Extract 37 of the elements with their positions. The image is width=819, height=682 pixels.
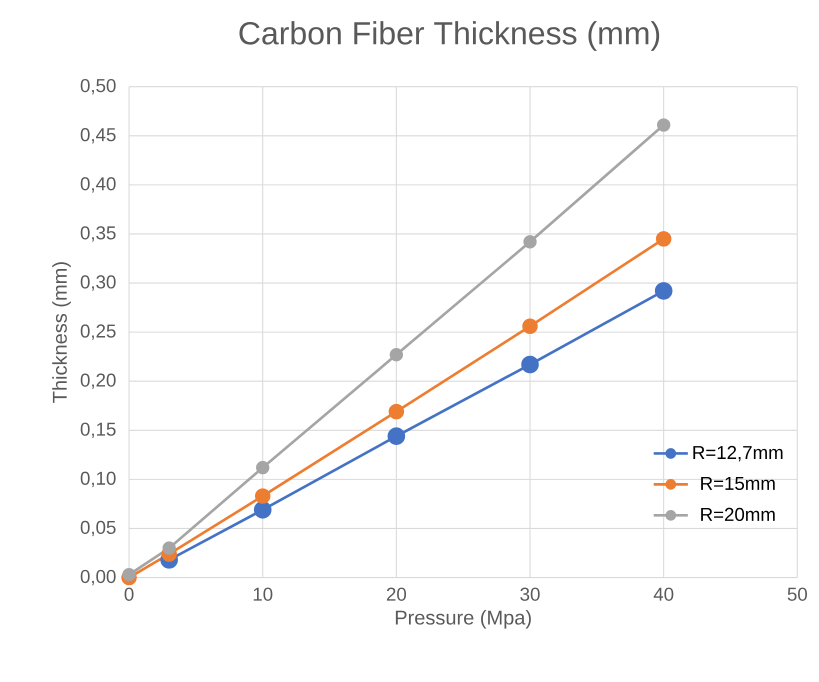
x-axis-title: Pressure (Mpa) (396, 610, 531, 629)
point (254, 488, 270, 504)
y-tick-label: 0,35 (80, 226, 116, 242)
point (521, 356, 539, 374)
point (256, 461, 270, 474)
x-tick-label: 30 (520, 588, 540, 602)
point (122, 568, 136, 582)
point (657, 118, 670, 132)
y-tick-label: 0,00 (80, 570, 116, 586)
x-tick-label: 50 (788, 588, 807, 602)
chart-title: Carbon Fiber Thickness (mm) (239, 21, 660, 52)
legend-label: R=20mm (701, 508, 775, 522)
point (522, 318, 538, 334)
point (388, 428, 406, 446)
y-tick-label: 0,05 (80, 520, 116, 536)
y-tick-label: 0,25 (80, 324, 116, 340)
point (388, 404, 404, 420)
x-tick-label: 0 (124, 588, 134, 602)
x-tick-label: 40 (654, 588, 674, 602)
legend-label: R=12,7mm (693, 446, 782, 462)
y-tick-label: 0,30 (80, 276, 116, 291)
point (162, 542, 176, 555)
point (654, 282, 672, 300)
y-tick-label: 0,45 (80, 128, 116, 144)
point (523, 235, 537, 249)
y-tick-label: 0,15 (80, 422, 116, 438)
y-axis-title: Thickness (mm) (52, 262, 71, 404)
y-tick-label: 0,50 (80, 79, 116, 95)
x-tick-label: 10 (254, 588, 272, 602)
point (390, 348, 404, 362)
x-tick-label: 20 (386, 588, 406, 602)
y-tick-label: 0,40 (80, 177, 116, 193)
point (254, 501, 272, 519)
y-tick-label: 0,10 (80, 472, 116, 488)
legend-label: R=15mm (701, 477, 775, 490)
point (656, 231, 672, 247)
y-tick-label: 0,20 (80, 374, 116, 390)
